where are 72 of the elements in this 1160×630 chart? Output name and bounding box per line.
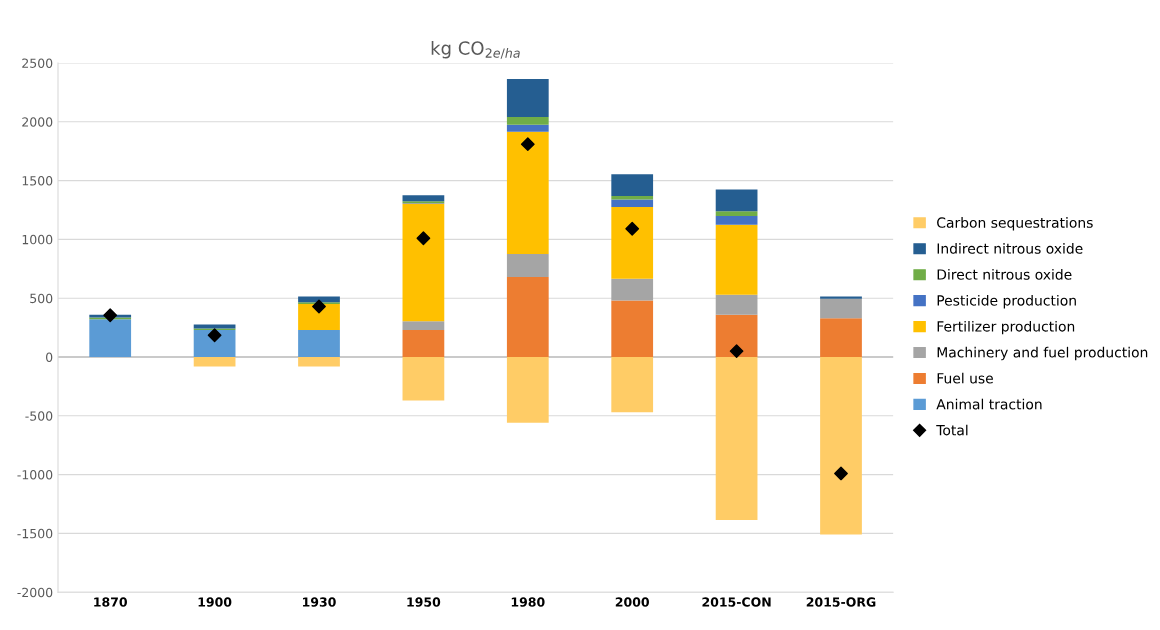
bar — [298, 357, 340, 367]
bar — [820, 298, 862, 319]
x-tick-label: 1980 — [511, 597, 545, 607]
bar — [506, 78, 549, 118]
bar — [298, 296, 340, 303]
bar — [402, 357, 445, 401]
point — [520, 137, 535, 152]
point — [834, 466, 848, 481]
y-tick-label: -1500 — [17, 528, 53, 539]
bar — [611, 300, 654, 357]
bar — [820, 357, 862, 535]
bar — [506, 254, 549, 278]
bar — [715, 211, 758, 216]
bar — [193, 357, 236, 367]
bar — [715, 189, 758, 212]
bar — [715, 294, 758, 315]
bar — [506, 131, 549, 255]
bar — [298, 304, 340, 330]
point — [312, 299, 326, 314]
y-tick-label: 2000 — [22, 117, 53, 127]
bar — [402, 329, 445, 357]
bar — [402, 195, 445, 202]
y-tick-label: -1000 — [17, 470, 53, 480]
x-tick-label: 1870 — [94, 597, 127, 607]
y-tick-label: 2500 — [22, 58, 53, 68]
bar — [611, 357, 654, 413]
x-tick-label: 2015-CON — [702, 597, 771, 607]
y-tick-label: -2000 — [17, 587, 53, 598]
x-tick-label: 1900 — [198, 597, 232, 607]
legend-label: Fertilizer production — [937, 320, 1075, 335]
bar — [611, 207, 654, 279]
point — [207, 328, 222, 343]
x-tick-label: 1930 — [303, 597, 336, 607]
x-tick-label: 2015-ORG — [806, 597, 876, 607]
bar — [402, 321, 445, 330]
legend-label: Pesticide production — [937, 294, 1076, 309]
legend-label: Total — [936, 424, 968, 436]
bar — [193, 324, 236, 329]
bar — [611, 278, 654, 301]
bar — [506, 277, 549, 357]
y-tick-label: 500 — [30, 293, 53, 304]
legend-label: Direct nitrous oxide — [937, 269, 1072, 280]
bar — [715, 357, 758, 520]
bar — [506, 117, 549, 125]
bar — [820, 318, 862, 357]
y-tick-label: 0 — [46, 352, 53, 362]
bar — [611, 174, 654, 196]
y-tick-label: 1000 — [22, 234, 53, 245]
bar — [715, 224, 758, 295]
bar — [611, 199, 654, 208]
bar — [506, 357, 549, 423]
chart-title: kg CO$_{2e/ha}$ — [431, 40, 520, 59]
legend-label: Fuel use — [937, 372, 993, 384]
legend-label: Machinery and fuel production — [937, 346, 1148, 361]
point — [416, 231, 431, 246]
y-tick-label: -500 — [25, 411, 53, 421]
bar — [820, 296, 862, 299]
bar — [506, 124, 549, 132]
bar — [89, 319, 132, 357]
point — [625, 221, 640, 236]
legend-label: Indirect nitrous oxide — [937, 243, 1083, 254]
y-tick-label: 1500 — [22, 176, 53, 186]
x-tick-label: 2000 — [615, 597, 649, 607]
bar — [715, 215, 758, 225]
legend-label: Animal traction — [936, 398, 1042, 410]
bar — [402, 203, 445, 322]
point — [729, 344, 744, 359]
x-tick-label: 1950 — [407, 597, 441, 607]
bar — [298, 329, 340, 357]
point — [103, 308, 118, 323]
legend-label: Carbon sequestrations — [937, 217, 1093, 231]
bar — [715, 314, 758, 357]
